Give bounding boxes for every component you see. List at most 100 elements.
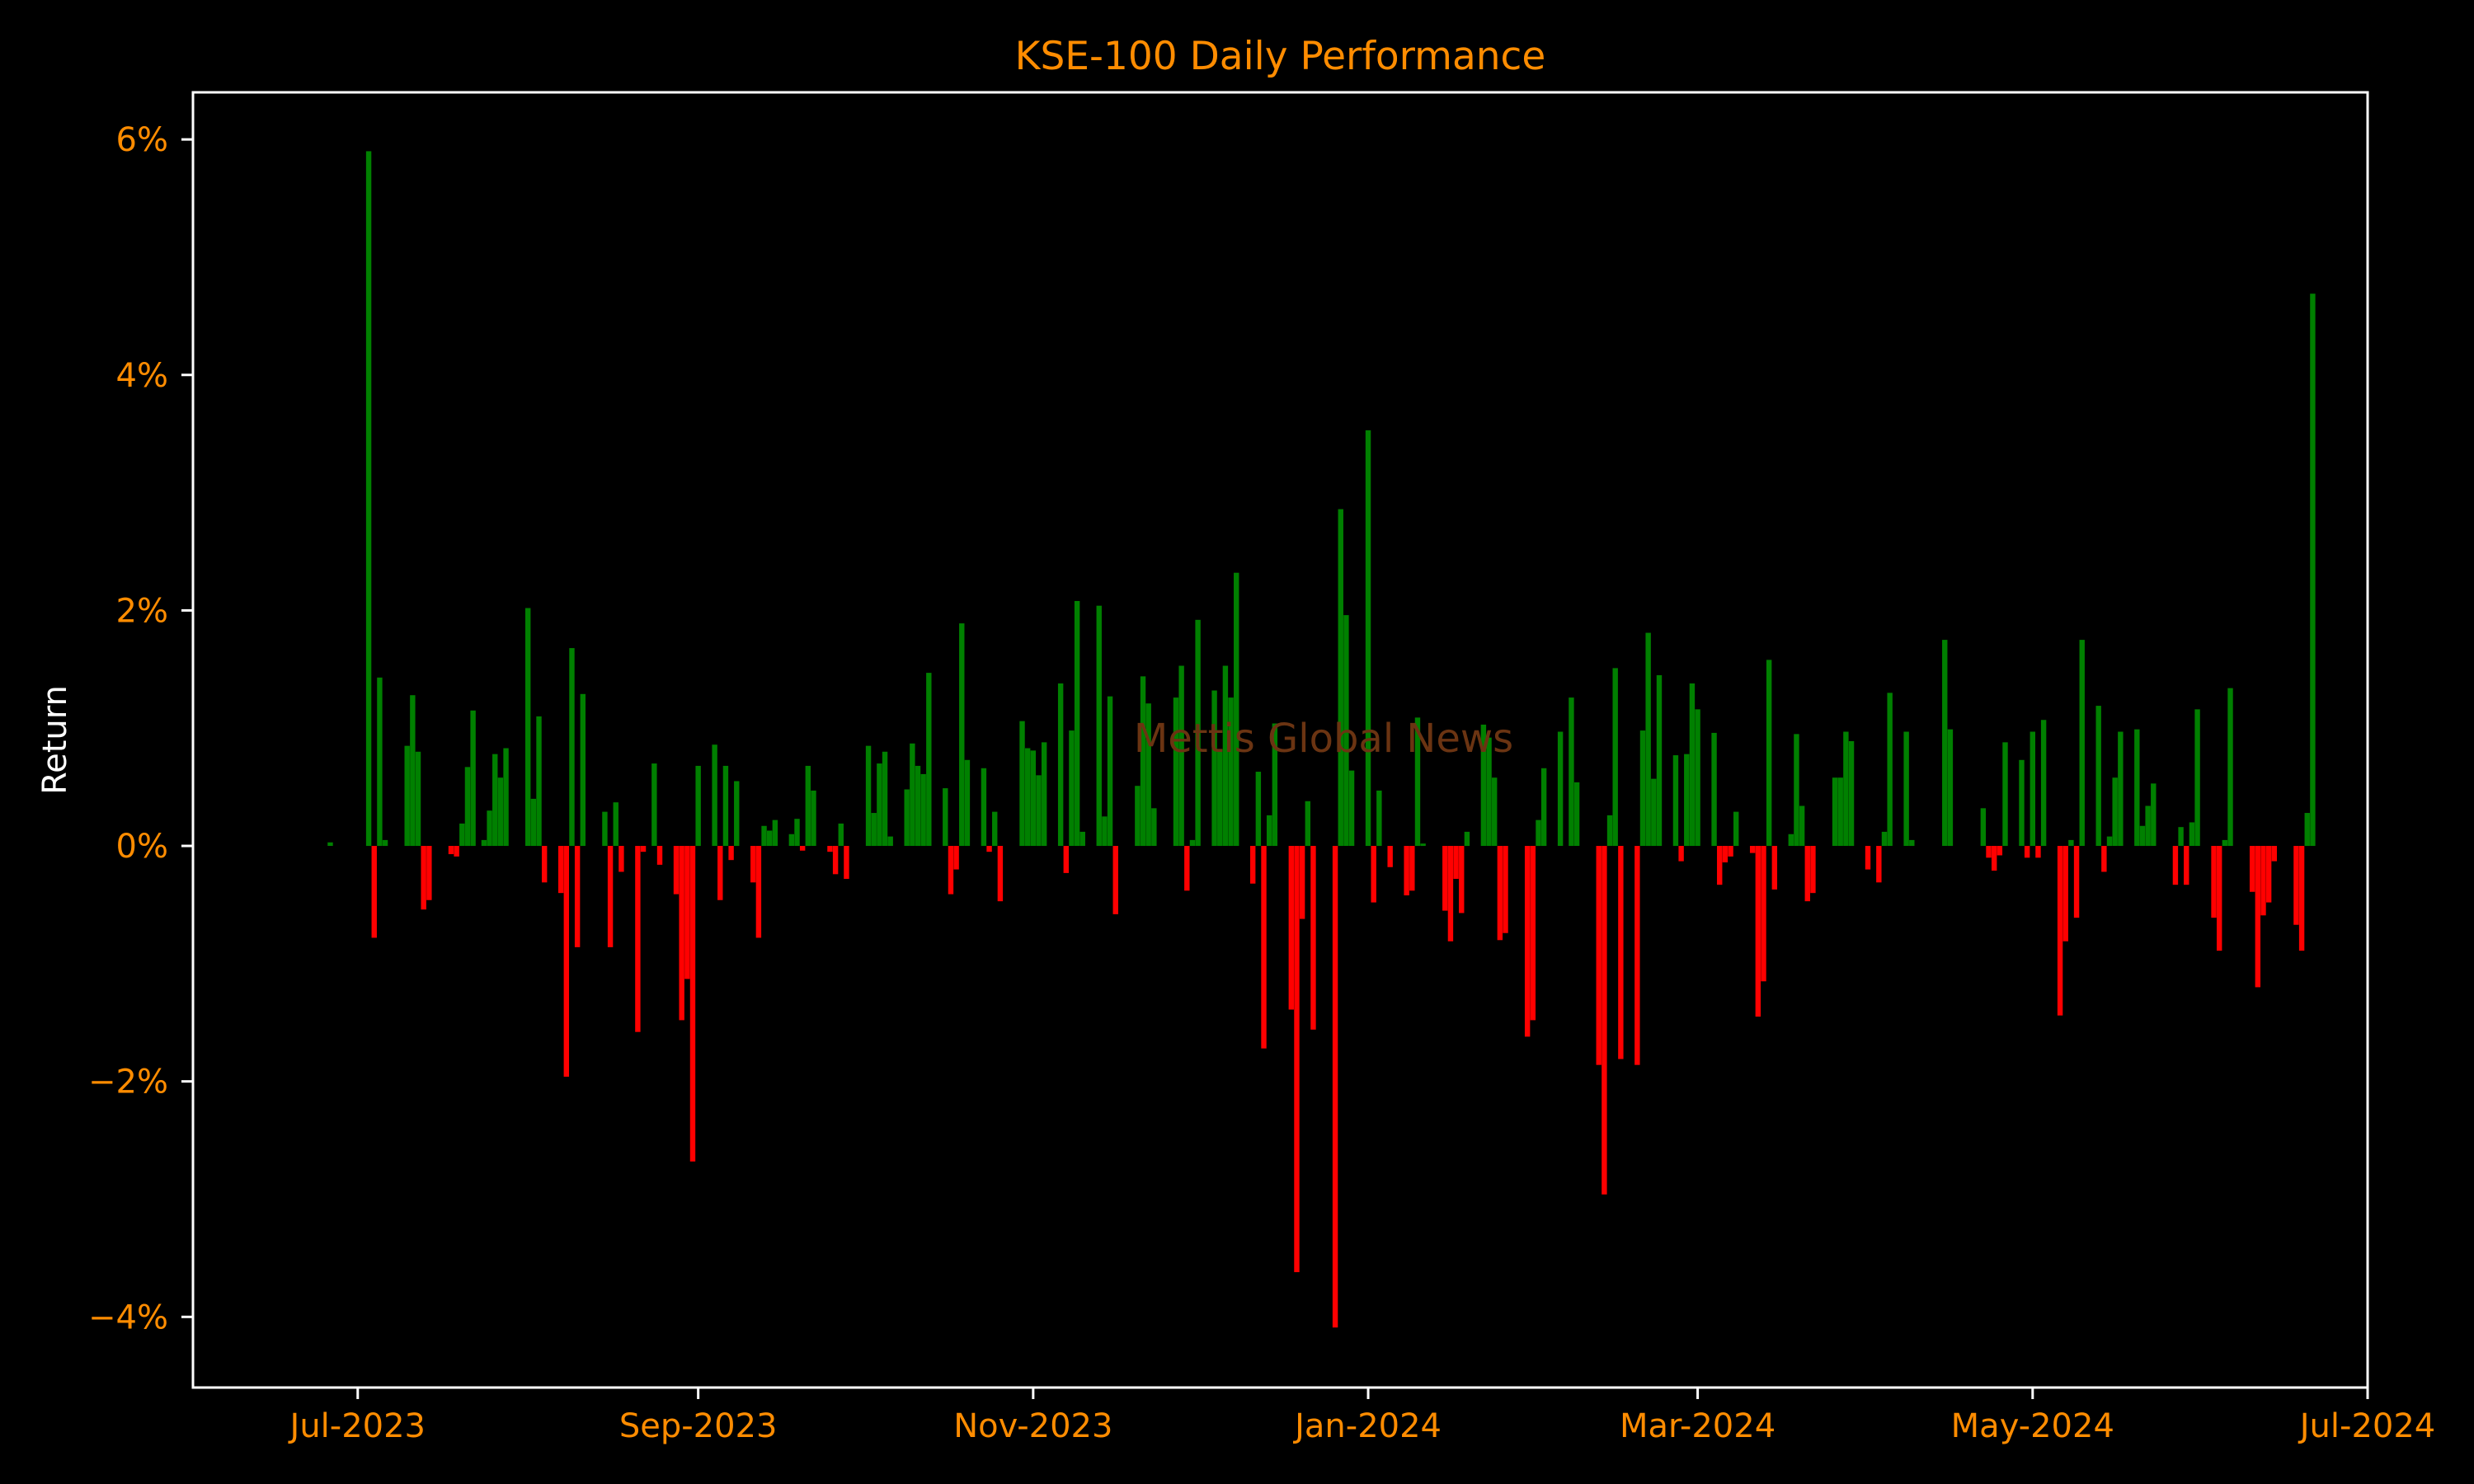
return-bar <box>865 745 872 847</box>
return-bar <box>1217 749 1223 847</box>
return-bar <box>557 846 564 894</box>
return-bar <box>1420 843 1426 847</box>
return-bar <box>2255 846 2261 988</box>
return-bar <box>415 751 421 847</box>
return-bar <box>1947 729 1954 847</box>
return-bar <box>1728 846 1733 857</box>
return-bar <box>2222 839 2228 847</box>
return-bar <box>2030 731 2035 847</box>
return-bar <box>673 846 680 895</box>
return-bar <box>1761 846 1766 982</box>
return-bar <box>1404 846 1409 896</box>
return-bar <box>487 810 492 847</box>
return-bar <box>1771 846 1778 890</box>
return-bar <box>926 673 932 847</box>
return-bar <box>371 846 377 938</box>
return-bar <box>1799 805 1805 847</box>
return-bar <box>635 846 641 1032</box>
return-bar <box>536 716 542 847</box>
return-bar <box>1596 846 1602 1065</box>
return-bar <box>459 823 465 847</box>
return-bar <box>2260 846 2266 916</box>
return-bar <box>811 790 816 847</box>
x-tick-label: Jan-2024 <box>1292 1407 1442 1445</box>
return-bar <box>794 819 800 847</box>
return-bar <box>1041 742 1047 847</box>
return-bar <box>1036 775 1042 847</box>
return-bar <box>1672 755 1679 847</box>
return-bar <box>2227 688 2233 847</box>
y-axis-label: Return <box>36 685 74 795</box>
return-bar <box>580 693 586 847</box>
return-bar <box>1195 619 1201 847</box>
return-bar <box>750 846 756 883</box>
return-bar <box>2073 846 2080 918</box>
return-bar <box>1788 834 1794 847</box>
return-bar <box>1794 734 1799 847</box>
return-bar <box>404 745 410 847</box>
return-bar <box>1024 748 1031 847</box>
return-bar <box>2002 742 2008 847</box>
return-bar <box>607 846 614 947</box>
return-bar <box>1414 717 1421 847</box>
return-bar <box>464 767 471 847</box>
x-tick-label: Mar-2024 <box>1620 1407 1776 1445</box>
return-bar <box>1228 697 1234 847</box>
return-bar <box>1305 801 1310 847</box>
return-bar <box>530 798 537 847</box>
return-bar <box>1459 846 1465 913</box>
return-bar <box>1634 846 1640 1065</box>
y-axis: −4% −2% 0% 2% 4% 6% <box>88 121 193 1336</box>
return-bar <box>1602 846 1607 1195</box>
return-bar <box>827 846 833 852</box>
return-bar <box>1942 640 1948 847</box>
return-bar <box>1376 790 1382 847</box>
return-bar <box>2095 706 2101 847</box>
watermark-text: Mettis Global News <box>1134 716 1513 762</box>
return-bar <box>2271 846 2277 862</box>
x-tick-label: Jul-2024 <box>2298 1407 2436 1445</box>
return-bar <box>1618 846 1624 1059</box>
return-bar <box>327 842 333 847</box>
return-bar <box>2040 720 2047 847</box>
y-tick-label: −2% <box>88 1064 168 1101</box>
return-bar <box>541 846 548 883</box>
return-bar <box>410 695 416 847</box>
return-bar <box>1178 665 1184 847</box>
return-bar <box>1876 846 1882 883</box>
return-bar <box>1409 846 1415 891</box>
return-bar <box>2298 846 2305 951</box>
return-bar <box>767 830 773 847</box>
return-bar <box>1348 770 1355 847</box>
return-bar <box>2178 827 2184 847</box>
return-bar <box>728 846 734 861</box>
return-bar <box>1184 846 1190 891</box>
return-bar <box>1881 831 1888 847</box>
return-bar <box>454 846 459 857</box>
return-bar <box>602 811 608 847</box>
return-bar <box>377 677 383 847</box>
return-bar <box>503 748 509 847</box>
return-bar <box>799 846 806 851</box>
return-bar <box>805 765 811 847</box>
return-bar <box>755 846 762 938</box>
return-bar <box>2217 846 2222 951</box>
return-bar <box>844 846 849 880</box>
return-bar <box>1486 737 1492 847</box>
return-bar <box>2019 759 2025 847</box>
return-bar <box>1135 786 1141 847</box>
return-bar <box>717 846 723 900</box>
return-bar <box>959 623 965 847</box>
return-bar <box>910 743 915 847</box>
return-bar <box>470 710 476 847</box>
y-tick-label: 2% <box>116 592 168 630</box>
return-bar <box>1063 846 1069 873</box>
return-bar <box>986 846 992 852</box>
return-bar <box>1261 846 1267 1049</box>
return-bar <box>1540 768 1547 847</box>
return-bar <box>1569 697 1574 847</box>
return-bar <box>1717 846 1723 885</box>
return-bar <box>1332 846 1338 1328</box>
return-bar <box>948 846 954 895</box>
